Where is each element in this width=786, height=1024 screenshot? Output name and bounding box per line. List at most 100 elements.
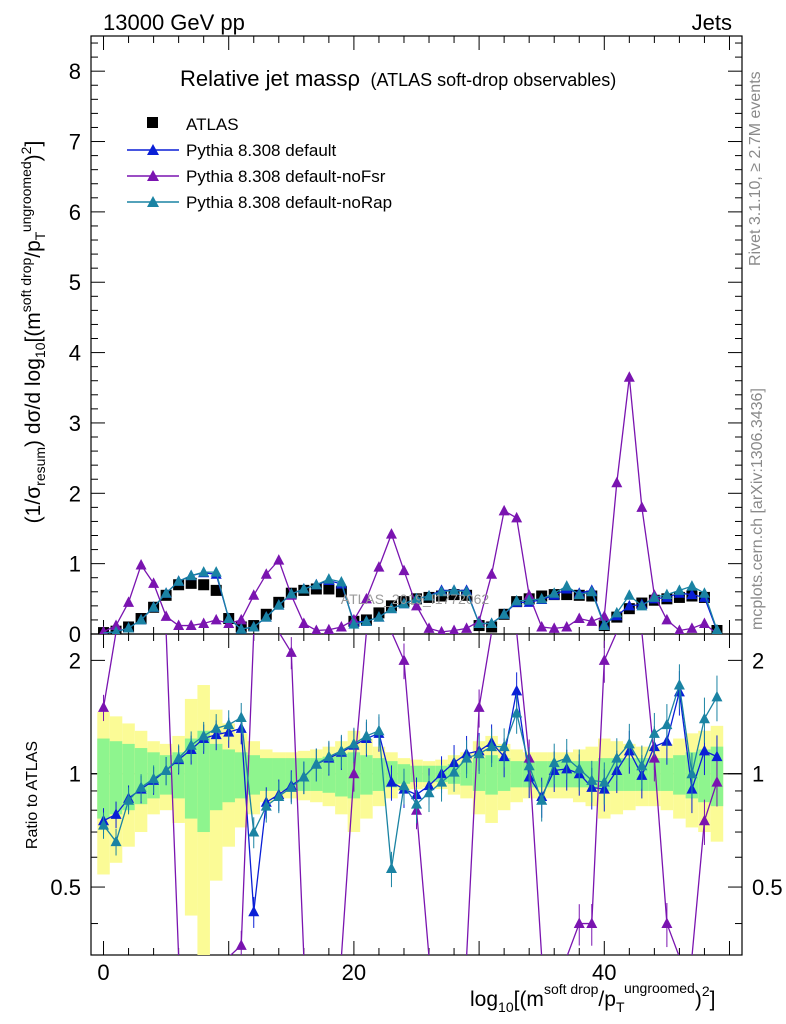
- series-point-2: [248, 620, 260, 632]
- series-point-2: [511, 594, 523, 606]
- ratio-point-2: [536, 794, 548, 805]
- ratio-point-1: [348, 767, 360, 779]
- ratio-band-inner: [260, 758, 273, 791]
- ratio-point-2: [573, 762, 585, 774]
- ratio-point-2: [348, 737, 360, 749]
- series-point-2: [561, 580, 573, 591]
- x-tick-label: 0: [97, 960, 109, 985]
- series-point-1: [260, 568, 272, 579]
- series-point-2: [335, 575, 347, 587]
- ratio-point-1: [648, 752, 660, 763]
- series-point-2: [210, 566, 222, 577]
- series-point-2: [536, 592, 548, 604]
- main-series-layer: [98, 371, 723, 634]
- series-point-2: [661, 588, 673, 600]
- series-point-2: [623, 589, 635, 600]
- series-point-1: [135, 559, 147, 570]
- series-point-1: [235, 613, 247, 625]
- series-point-1: [698, 617, 710, 628]
- series-point-2: [360, 615, 372, 626]
- series-point-2: [436, 585, 448, 597]
- ratio-y-tick-label-left: 2: [69, 648, 81, 673]
- header-right: Jets: [692, 10, 732, 35]
- y-axis-label: (1/σresum) dσ/d log10[(msoft drop/pTungr…: [18, 141, 48, 524]
- series-point-0: [623, 599, 635, 611]
- ratio-point-2: [448, 766, 460, 777]
- series-point-2: [611, 606, 623, 618]
- ratio-band-inner: [97, 738, 110, 819]
- series-point-1: [586, 615, 598, 626]
- series-point-2: [173, 575, 185, 586]
- ratio-point-2: [323, 750, 335, 762]
- ratio-point-2: [360, 729, 372, 741]
- ratio-point-2: [135, 781, 147, 792]
- ratio-y-tick-label-right: 0.5: [752, 875, 783, 900]
- ratio-y-tick-label-right: 1: [752, 762, 764, 787]
- ratio-point-1: [473, 701, 485, 712]
- ratio-point-2: [223, 718, 235, 730]
- series-point-0: [686, 588, 698, 600]
- ratio-point-2: [210, 722, 222, 733]
- series-point-1: [674, 624, 685, 634]
- series-point-1: [323, 623, 335, 634]
- series-point-1: [198, 617, 210, 628]
- series-point-2: [648, 591, 660, 602]
- ratio-point-2: [611, 752, 623, 763]
- ratio-point-1: [711, 776, 723, 787]
- ratio-point-2: [623, 737, 635, 749]
- series-point-1: [611, 476, 623, 488]
- ratio-point-2: [98, 819, 110, 830]
- ratio-point-0: [511, 684, 523, 696]
- ratio-point-1: [586, 917, 598, 929]
- series-point-2: [673, 584, 685, 595]
- atlas-data-point: [335, 586, 347, 598]
- x-tick-label: 20: [342, 960, 366, 985]
- series-point-1: [298, 617, 310, 628]
- legend-atlas-label: ATLAS: [186, 115, 239, 134]
- ratio-point-2: [310, 758, 322, 769]
- series-point-2: [198, 566, 210, 577]
- atlas-data-point: [210, 584, 222, 596]
- x-tick-label: 40: [592, 960, 616, 985]
- ratio-y-axis-label: Ratio to ATLAS: [24, 741, 41, 849]
- series-point-2: [461, 585, 473, 597]
- series-point-1: [561, 620, 573, 632]
- ratio-band-inner: [660, 758, 674, 791]
- series-point-2: [298, 582, 310, 594]
- ratio-point-2: [298, 771, 310, 782]
- ratio-band-inner: [698, 749, 711, 803]
- ratio-point-2: [498, 740, 510, 752]
- series-point-1: [210, 613, 222, 625]
- legend-atlas-marker: [147, 117, 158, 128]
- atlas-data-point: [198, 579, 210, 591]
- ratio-point-2: [686, 767, 698, 779]
- series-point-2: [235, 623, 247, 634]
- series-point-2: [548, 587, 560, 598]
- legend-default-label: Pythia 8.308 default: [186, 141, 337, 160]
- series-point-1: [498, 504, 510, 516]
- ratio-point-0: [110, 808, 122, 819]
- main-y-tick-label: 6: [69, 200, 81, 225]
- series-point-1: [573, 612, 585, 624]
- series-point-1: [461, 622, 473, 633]
- ratio-y-tick-label-left: 1: [69, 762, 81, 787]
- series-point-2: [711, 623, 723, 634]
- ratio-band-inner: [485, 755, 498, 795]
- x-axis-label: log10[(msoft drop/pTungroomed)2]: [470, 980, 715, 1015]
- series-point-2: [698, 587, 710, 598]
- ratio-point-2: [385, 862, 397, 874]
- series-point-1: [437, 625, 446, 634]
- ratio-point-2: [273, 790, 285, 801]
- series-point-1: [185, 619, 197, 631]
- series-point-1: [373, 561, 385, 572]
- ratio-frame: [90, 633, 743, 956]
- ratio-y-tick-label-right: 2: [752, 648, 764, 673]
- ratio-point-0: [248, 905, 260, 917]
- ratio-band-inner: [247, 755, 261, 795]
- series-point-1: [661, 613, 673, 625]
- ratio-point-2: [511, 706, 523, 718]
- series-point-2: [573, 588, 585, 600]
- series-point-2: [148, 601, 160, 612]
- ratio-band-inner: [535, 761, 548, 788]
- ratio-point-2: [411, 798, 422, 809]
